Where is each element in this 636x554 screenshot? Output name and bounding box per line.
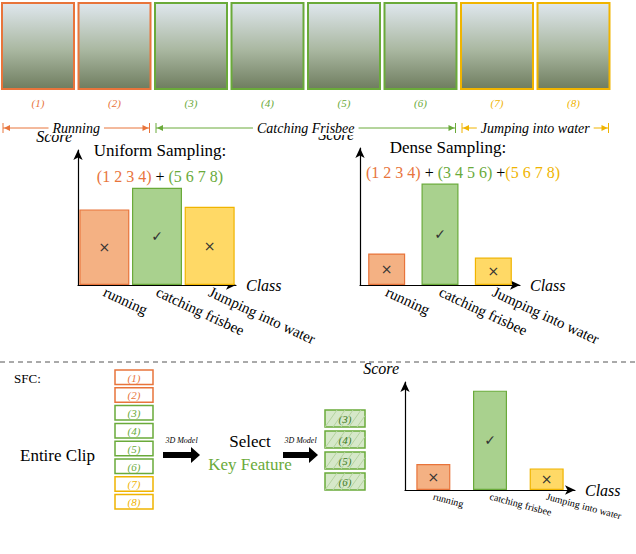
svg-text:(6): (6)	[414, 97, 427, 110]
svg-text:(5): (5)	[339, 455, 352, 468]
svg-text:catching frisbee: catching frisbee	[153, 283, 247, 339]
svg-text:+: +	[151, 168, 168, 185]
svg-text:✓: ✓	[151, 228, 163, 244]
svg-text:×: ×	[427, 469, 439, 485]
svg-text:(4): (4)	[261, 97, 274, 110]
svg-text:Score: Score	[36, 127, 72, 145]
svg-text:catching frisbee: catching frisbee	[436, 283, 530, 339]
svg-text:(1): (1)	[32, 97, 45, 110]
svg-text:(3): (3)	[185, 97, 198, 110]
svg-text:(4): (4)	[128, 425, 141, 438]
svg-text:running: running	[383, 284, 432, 318]
svg-text:(3): (3)	[339, 413, 352, 426]
svg-text:(8): (8)	[567, 97, 580, 110]
svg-text:(1 2 3 4): (1 2 3 4)	[366, 164, 421, 182]
svg-text:(7): (7)	[491, 97, 504, 110]
svg-text:Dense Sampling:: Dense Sampling:	[390, 138, 507, 157]
svg-text:Running: Running	[52, 121, 100, 136]
svg-text:Jumping into water: Jumping into water	[545, 491, 623, 522]
svg-text:Jumping into water: Jumping into water	[206, 284, 318, 347]
svg-text:✓: ✓	[484, 432, 496, 448]
svg-text:running: running	[101, 284, 150, 318]
svg-text:catching frisbee: catching frisbee	[489, 491, 554, 518]
svg-text:(2): (2)	[128, 389, 141, 402]
svg-text:×: ×	[204, 238, 216, 254]
svg-text:Select: Select	[229, 432, 271, 451]
svg-text:3D Model: 3D Model	[164, 436, 198, 445]
svg-text:×: ×	[541, 471, 553, 487]
svg-text:(3 4 5 6): (3 4 5 6)	[438, 164, 493, 182]
svg-text:(5): (5)	[338, 97, 351, 110]
svg-text:(3): (3)	[128, 407, 141, 420]
svg-text:(2): (2)	[108, 97, 121, 110]
svg-text:Class: Class	[585, 482, 621, 499]
svg-text:Jumping into water: Jumping into water	[490, 284, 602, 347]
svg-text:×: ×	[381, 261, 393, 277]
svg-text:(1): (1)	[128, 372, 141, 385]
svg-text:Score: Score	[363, 359, 399, 377]
svg-text:(8): (8)	[128, 496, 141, 509]
svg-text:+: +	[421, 164, 438, 181]
svg-text:+: +	[492, 164, 505, 181]
svg-text:running: running	[432, 491, 465, 510]
svg-text:(1 2 3 4): (1 2 3 4)	[97, 168, 152, 186]
svg-text:(5): (5)	[128, 443, 141, 456]
svg-text:(5 6 7 8): (5 6 7 8)	[505, 164, 560, 182]
svg-text:Class: Class	[246, 277, 282, 294]
svg-text:×: ×	[98, 239, 110, 255]
svg-text:(7): (7)	[128, 478, 141, 491]
svg-text:(6): (6)	[339, 476, 352, 489]
svg-text:Jumping into water: Jumping into water	[481, 121, 590, 136]
svg-text:Key Feature: Key Feature	[208, 455, 292, 474]
svg-text:(6): (6)	[128, 461, 141, 474]
svg-text:Uniform Sampling:: Uniform Sampling:	[94, 141, 227, 160]
svg-text:✓: ✓	[434, 226, 446, 242]
svg-text:SFC:: SFC:	[14, 371, 41, 386]
svg-text:3D Model: 3D Model	[283, 436, 317, 445]
svg-text:(5 6 7 8): (5 6 7 8)	[169, 168, 224, 186]
svg-text:Catching Frisbee: Catching Frisbee	[257, 121, 355, 136]
svg-text:Entire Clip: Entire Clip	[20, 446, 95, 465]
svg-text:×: ×	[487, 263, 499, 279]
svg-text:Class: Class	[530, 277, 566, 294]
svg-text:(4): (4)	[339, 434, 352, 447]
